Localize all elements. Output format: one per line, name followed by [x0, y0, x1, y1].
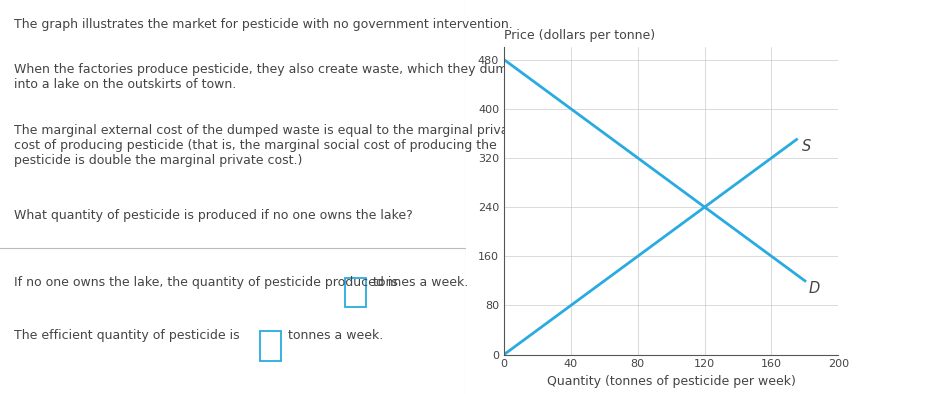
- Text: S: S: [802, 139, 811, 154]
- Text: The marginal external cost of the dumped waste is equal to the marginal private
: The marginal external cost of the dumped…: [14, 124, 521, 167]
- Text: Price (dollars per tonne): Price (dollars per tonne): [504, 29, 655, 42]
- Text: tonnes a week.: tonnes a week.: [373, 276, 468, 289]
- Text: When the factories produce pesticide, they also create waste, which they dump
in: When the factories produce pesticide, th…: [14, 63, 515, 91]
- Text: What quantity of pesticide is produced if no one owns the lake?: What quantity of pesticide is produced i…: [14, 209, 413, 222]
- Text: The graph illustrates the market for pesticide with no government intervention.: The graph illustrates the market for pes…: [14, 18, 512, 31]
- Text: tonnes a week.: tonnes a week.: [288, 329, 383, 342]
- X-axis label: Quantity (tonnes of pesticide per week): Quantity (tonnes of pesticide per week): [546, 375, 796, 388]
- Text: D: D: [808, 281, 820, 296]
- Bar: [345, 278, 366, 307]
- Text: The efficient quantity of pesticide is: The efficient quantity of pesticide is: [14, 329, 239, 342]
- Text: If no one owns the lake, the quantity of pesticide produced is: If no one owns the lake, the quantity of…: [14, 276, 398, 289]
- Bar: [260, 331, 281, 361]
